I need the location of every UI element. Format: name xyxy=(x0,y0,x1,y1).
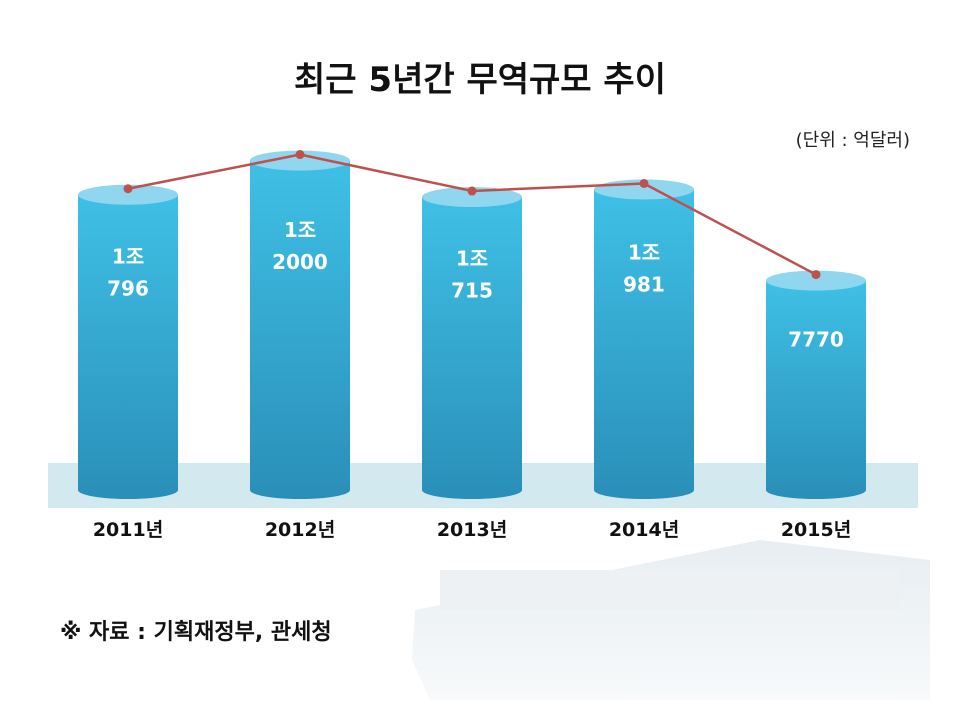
trend-point xyxy=(123,184,133,194)
bar-2015년 xyxy=(766,270,866,499)
trend-point xyxy=(811,270,821,280)
x-tick-label: 2014년 xyxy=(609,519,679,541)
bar-top xyxy=(250,150,350,171)
bar-2013년 xyxy=(422,187,522,500)
trend-point xyxy=(639,178,649,188)
bar-2011년 xyxy=(78,184,178,500)
trend-point xyxy=(295,150,305,160)
bar-2012년 xyxy=(250,150,350,499)
x-tick-label: 2011년 xyxy=(93,519,163,541)
source-note: ※ 자료 : 기획재정부, 관세청 xyxy=(60,620,332,645)
data-label: 1조 xyxy=(112,245,144,269)
bar-top xyxy=(766,270,866,291)
ship-background-image xyxy=(412,540,930,700)
data-label: 1조 xyxy=(284,218,316,242)
trend-point xyxy=(467,186,477,196)
data-label: 7770 xyxy=(788,328,844,352)
unit-note: (단위 : 억달러) xyxy=(795,130,910,151)
data-label: 715 xyxy=(451,278,493,302)
data-label: 1조 xyxy=(628,241,660,265)
data-label: 2000 xyxy=(272,250,328,274)
x-tick-label: 2015년 xyxy=(781,519,851,541)
x-tick-label: 2013년 xyxy=(437,519,507,541)
bar-body xyxy=(594,189,694,499)
data-label: 796 xyxy=(107,277,149,301)
bar-body xyxy=(78,194,178,500)
bar-2014년 xyxy=(594,179,694,499)
bar-body xyxy=(250,160,350,499)
data-label: 981 xyxy=(623,273,665,297)
bar-top xyxy=(422,187,522,208)
chart-title: 최근 5년간 무역규모 추이 xyxy=(294,60,666,100)
bar-body xyxy=(766,280,866,499)
bar-top xyxy=(78,184,178,205)
x-tick-label: 2012년 xyxy=(265,519,335,541)
data-label: 1조 xyxy=(456,246,488,270)
bar-body xyxy=(422,197,522,500)
